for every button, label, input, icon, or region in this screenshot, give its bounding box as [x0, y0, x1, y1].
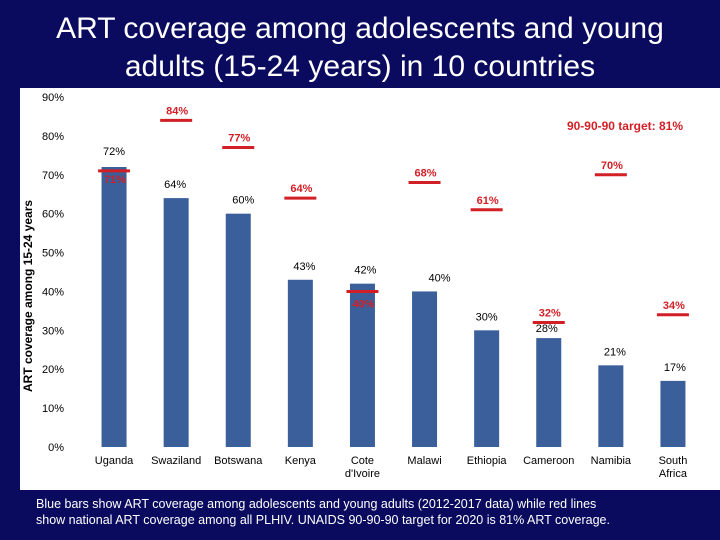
caption-line-1: Blue bars show ART coverage among adoles… [36, 497, 597, 511]
bar [412, 291, 438, 447]
bar-value-label: 72% [103, 146, 125, 158]
national-coverage-label: 40% [352, 298, 374, 310]
y-tick-label: 10% [42, 403, 64, 415]
bar [163, 198, 189, 447]
bar [660, 380, 686, 447]
bar [101, 167, 127, 447]
chart-title-line-1: ART coverage among adolescents and young [56, 12, 664, 45]
national-coverage-label: 68% [415, 168, 437, 180]
x-tick-label: Botswana [214, 455, 263, 467]
bar [349, 283, 375, 447]
x-axis: Uganda Swaziland Botswana Kenya Cote d'Ivoire… [95, 455, 688, 480]
bar-value-label: 30% [476, 311, 498, 323]
bar-value-label: 64% [164, 179, 186, 191]
bar [287, 279, 313, 447]
chart-title: ART coverage among adolescents and young… [0, 10, 720, 86]
bar-value-label: 43% [293, 261, 315, 273]
y-tick-label: 50% [42, 248, 64, 260]
bar-value-label: 17% [664, 362, 686, 374]
target-label: 90-90-90 target: 81% [567, 119, 683, 133]
bar [225, 213, 251, 447]
y-tick-label: 90% [42, 92, 64, 104]
bar [536, 338, 562, 447]
x-tick-label: Namibia [591, 455, 632, 467]
national-coverage-label: 34% [663, 300, 685, 312]
bar-series: 72% 64% 60% 43% 42% 40% 30% 28% 21% 17% [101, 146, 686, 447]
y-tick-label: 40% [42, 286, 64, 298]
x-tick-label: Cameroon [523, 455, 574, 467]
caption: Blue bars show ART coverage among adoles… [36, 496, 706, 528]
bar-value-label: 42% [354, 265, 376, 277]
y-tick-label: 0% [48, 442, 64, 454]
bar [474, 330, 500, 447]
chart-title-line-2: adults (15-24 years) in 10 countries [124, 50, 596, 83]
x-tick-label: Swaziland [151, 455, 201, 467]
national-coverage-label: 61% [477, 195, 499, 207]
y-axis-label: ART coverage among 15-24 years [21, 200, 35, 392]
x-tick-label: Uganda [95, 455, 134, 467]
bar-value-label: 60% [232, 195, 254, 207]
national-coverage-label: 32% [539, 308, 561, 320]
x-tick-label: South Africa [659, 455, 688, 480]
bar-value-label: 28% [536, 323, 558, 335]
y-tick-label: 20% [42, 364, 64, 376]
national-coverage-label: 71% [104, 174, 126, 186]
x-tick-label: Ethiopia [467, 455, 508, 467]
plot-area: 0% 10% 20% 30% 40% 50% 60% 70% 80% 90% 72% 64% 60% 4… [20, 88, 720, 490]
bar [598, 365, 624, 447]
caption-line-2: show national ART coverage among all PLH… [36, 513, 610, 527]
x-tick-label: Malawi [407, 455, 441, 467]
national-coverage-series: 71% 84% 77% 64% 40% 68% 61% 32% 70% 34% [98, 105, 689, 325]
y-tick-label: 80% [42, 131, 64, 143]
y-axis: 0% 10% 20% 30% 40% 50% 60% 70% 80% 90% [42, 92, 64, 454]
bar-chart: 0% 10% 20% 30% 40% 50% 60% 70% 80% 90% 72% 64% 60% 4… [21, 92, 689, 480]
bar-value-label: 21% [604, 346, 626, 358]
national-coverage-label: 84% [166, 105, 188, 117]
national-coverage-label: 70% [601, 160, 623, 172]
x-tick-label: Cote d'Ivoire [345, 455, 380, 480]
y-tick-label: 60% [42, 209, 64, 221]
x-tick-label: Kenya [285, 455, 317, 467]
national-coverage-label: 64% [290, 183, 312, 195]
y-tick-label: 70% [42, 170, 64, 182]
national-coverage-label: 77% [228, 133, 250, 145]
y-tick-label: 30% [42, 325, 64, 337]
bar-value-label: 40% [429, 272, 451, 284]
